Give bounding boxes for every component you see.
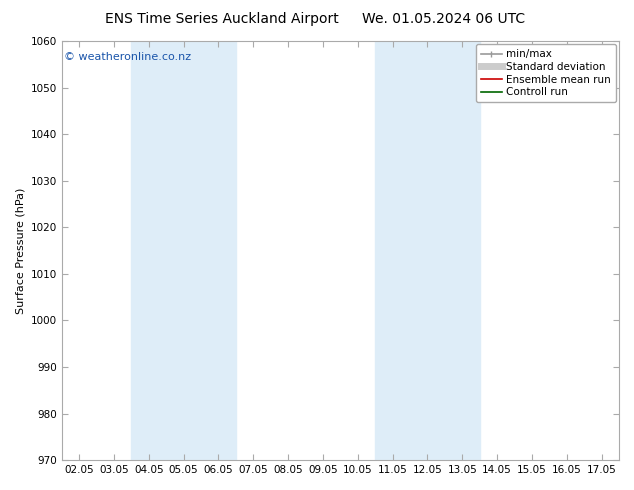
Text: © weatheronline.co.nz: © weatheronline.co.nz xyxy=(65,51,191,62)
Bar xyxy=(131,41,236,460)
Text: We. 01.05.2024 06 UTC: We. 01.05.2024 06 UTC xyxy=(362,12,526,26)
Y-axis label: Surface Pressure (hPa): Surface Pressure (hPa) xyxy=(15,187,25,314)
Text: ENS Time Series Auckland Airport: ENS Time Series Auckland Airport xyxy=(105,12,339,26)
Bar xyxy=(375,41,480,460)
Legend: min/max, Standard deviation, Ensemble mean run, Controll run: min/max, Standard deviation, Ensemble me… xyxy=(476,44,616,102)
